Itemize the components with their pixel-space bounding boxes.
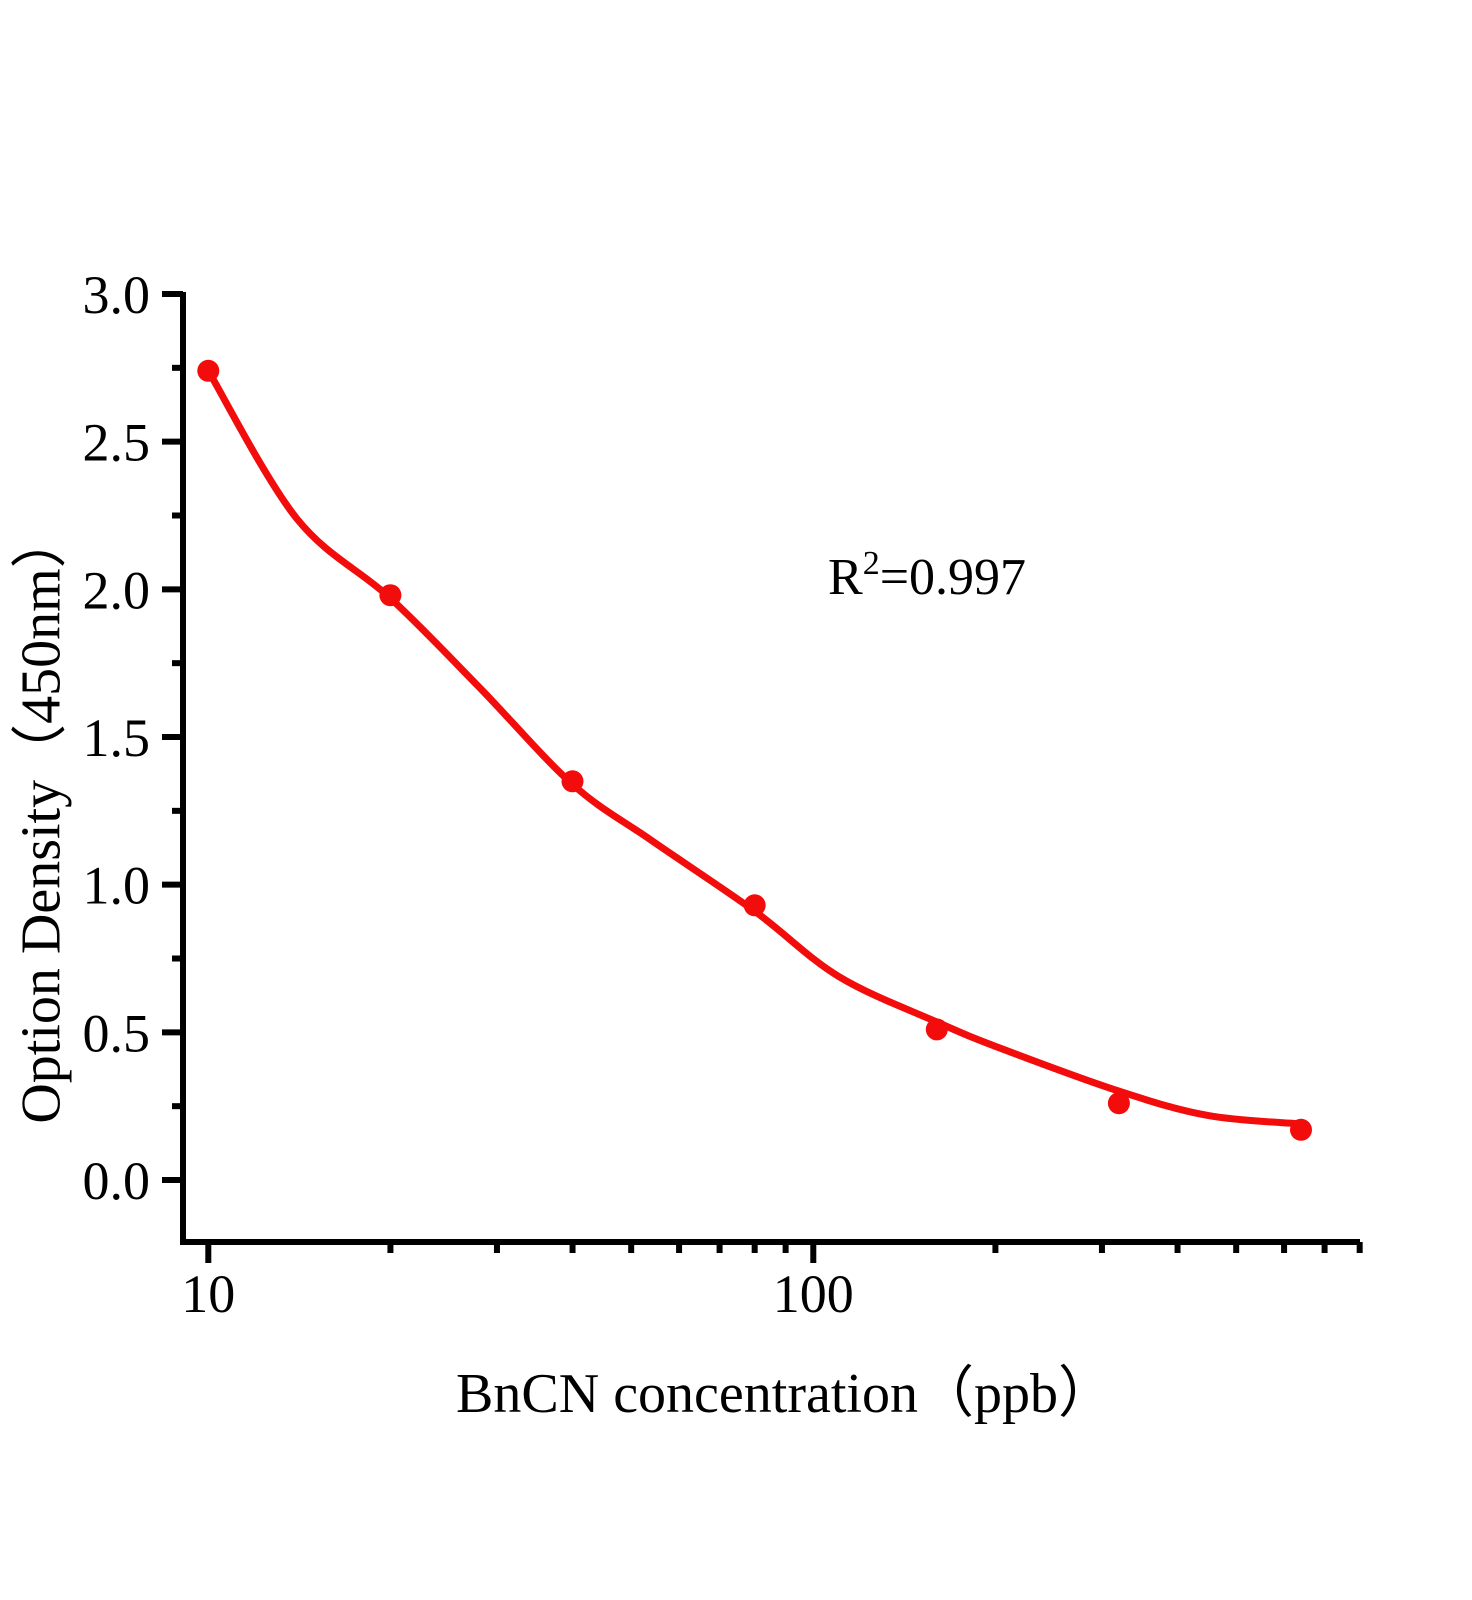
x-tick-label: 100	[773, 1264, 854, 1324]
r-squared-annotation: R2=0.997	[828, 545, 1027, 607]
data-point	[1107, 1092, 1130, 1115]
y-tick-label: 1.5	[83, 708, 151, 768]
y-tick-label: 2.0	[83, 560, 151, 620]
r-squared-exponent: 2	[862, 545, 880, 582]
y-tick-label: 3.0	[83, 265, 151, 325]
y-tick-label: 2.5	[83, 413, 151, 473]
r-squared-value: =0.997	[879, 549, 1027, 606]
data-point	[925, 1018, 948, 1041]
x-tick-label: 10	[181, 1264, 235, 1324]
fit-curve	[204, 367, 1305, 1128]
data-point	[379, 584, 402, 607]
r-squared-base: R	[828, 549, 863, 606]
y-tick-label: 0.0	[83, 1151, 151, 1211]
data-point	[561, 770, 584, 793]
x-axis-title: BnCN concentration（ppb）	[456, 1363, 1114, 1425]
y-tick-label: 1.0	[83, 856, 151, 916]
data-point	[743, 894, 766, 917]
data-point	[1290, 1118, 1312, 1141]
y-axis-title: Option Density（450nm）	[10, 512, 73, 1124]
data-point	[197, 359, 220, 382]
y-tick-label: 0.5	[83, 1003, 151, 1063]
